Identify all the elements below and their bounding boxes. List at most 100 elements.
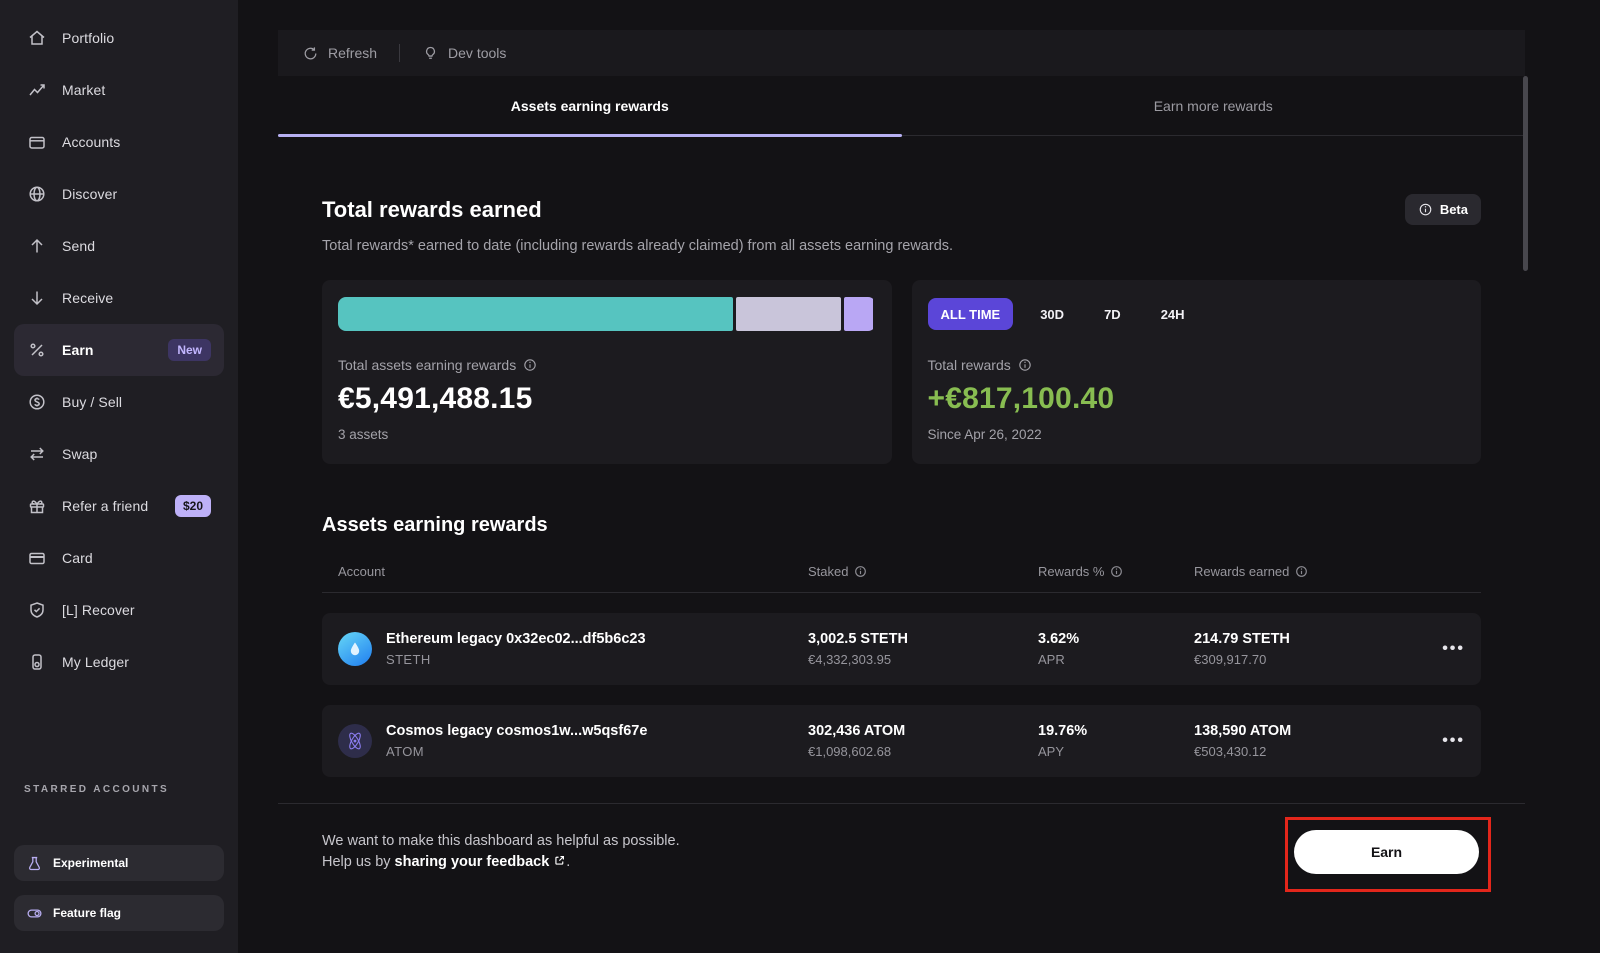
sidebar-item-market[interactable]: Market <box>14 64 224 116</box>
earned-amount: 214.79 STETH <box>1194 631 1409 647</box>
staked-fiat: €1,098,602.68 <box>808 744 1038 759</box>
reward-rate-type: APR <box>1038 652 1194 667</box>
external-link-icon <box>553 854 566 867</box>
sidebar-bottom: STARRED ACCOUNTS Experimental Feature fl… <box>14 784 224 931</box>
sidebar-item-label: My Ledger <box>62 654 129 670</box>
row-menu-button[interactable]: ••• <box>1409 732 1465 750</box>
account-name: Cosmos legacy cosmos1w...w5qsf67e <box>386 723 647 739</box>
topbar-divider <box>399 44 400 62</box>
col-staked: Staked <box>808 564 848 579</box>
sidebar-item-label: [L] Recover <box>62 602 135 618</box>
referral-amount-badge: $20 <box>175 495 211 517</box>
total-assets-value: €5,491,488.15 <box>338 382 876 416</box>
home-icon <box>27 28 47 48</box>
topbar: Refresh Dev tools <box>278 30 1525 76</box>
sidebar-item-discover[interactable]: Discover <box>14 168 224 220</box>
staked-fiat: €4,332,303.95 <box>808 652 1038 667</box>
sidebar-item-refer[interactable]: Refer a friend $20 <box>14 480 224 532</box>
sidebar-item-swap[interactable]: Swap <box>14 428 224 480</box>
bar-segment-teal <box>338 297 733 331</box>
bar-segment-purple <box>844 297 874 331</box>
shield-icon <box>27 600 47 620</box>
page-description: Total rewards* earned to date (including… <box>322 238 1481 254</box>
assets-table-title: Assets earning rewards <box>322 514 1481 537</box>
starred-accounts-header: STARRED ACCOUNTS <box>14 784 224 795</box>
total-rewards-card: ALL TIME 30D 7D 24H Total rewards +€817,… <box>912 280 1482 464</box>
chart-icon <box>27 80 47 100</box>
sidebar-item-earn[interactable]: Earn New <box>14 324 224 376</box>
sidebar-item-send[interactable]: Send <box>14 220 224 272</box>
earned-fiat: €503,430.12 <box>1194 744 1409 759</box>
arrow-down-icon <box>27 288 47 308</box>
info-icon[interactable] <box>523 358 537 372</box>
vertical-scrollbar[interactable] <box>1523 76 1528 271</box>
staked-amount: 302,436 ATOM <box>808 723 1038 739</box>
bar-segment-lavender <box>736 297 841 331</box>
dollar-icon <box>27 392 47 412</box>
arrow-up-icon <box>27 236 47 256</box>
tab-bar: Assets earning rewards Earn more rewards <box>278 76 1525 136</box>
table-header: Account Staked Rewards % Rewards earned <box>322 551 1481 593</box>
globe-icon <box>27 184 47 204</box>
refresh-label: Refresh <box>328 45 377 61</box>
info-icon[interactable] <box>854 565 867 578</box>
account-ticker: STETH <box>386 652 646 667</box>
experimental-label: Experimental <box>53 856 128 870</box>
reward-rate: 19.76% <box>1038 723 1194 739</box>
tab-earn-more-rewards[interactable]: Earn more rewards <box>902 76 1526 135</box>
reward-rate: 3.62% <box>1038 631 1194 647</box>
sidebar-item-buy-sell[interactable]: Buy / Sell <box>14 376 224 428</box>
main-area: Refresh Dev tools Assets earning rewards… <box>238 0 1600 953</box>
sidebar-item-receive[interactable]: Receive <box>14 272 224 324</box>
total-assets-label: Total assets earning rewards <box>338 357 516 373</box>
filter-all-time[interactable]: ALL TIME <box>928 298 1014 330</box>
filter-30d[interactable]: 30D <box>1027 298 1077 330</box>
sidebar-item-label: Refer a friend <box>62 498 148 514</box>
wallet-icon <box>27 132 47 152</box>
sidebar-item-label: Receive <box>62 290 113 306</box>
feedback-text: We want to make this dashboard as helpfu… <box>322 831 680 873</box>
feedback-link[interactable]: sharing your feedback <box>395 854 550 870</box>
sidebar-item-card[interactable]: Card <box>14 532 224 584</box>
info-icon[interactable] <box>1295 565 1308 578</box>
sidebar: Portfolio Market Accounts Discover Send … <box>0 0 238 953</box>
swap-icon <box>27 444 47 464</box>
info-icon[interactable] <box>1018 358 1032 372</box>
sidebar-item-accounts[interactable]: Accounts <box>14 116 224 168</box>
filter-24h[interactable]: 24H <box>1148 298 1198 330</box>
sidebar-item-my-ledger[interactable]: My Ledger <box>14 636 224 688</box>
sidebar-item-portfolio[interactable]: Portfolio <box>14 12 224 64</box>
info-icon[interactable] <box>1110 565 1123 578</box>
row-menu-button[interactable]: ••• <box>1409 640 1465 658</box>
experimental-button[interactable]: Experimental <box>14 845 224 881</box>
table-row[interactable]: Ethereum legacy 0x32ec02...df5b6c23 STET… <box>322 613 1481 685</box>
beta-label: Beta <box>1440 202 1468 217</box>
account-ticker: ATOM <box>386 744 647 759</box>
refresh-icon <box>302 45 319 62</box>
gift-icon <box>27 496 47 516</box>
total-rewards-since: Since Apr 26, 2022 <box>928 427 1466 442</box>
sidebar-item-label: Accounts <box>62 134 120 150</box>
feedback-line2: Help us by sharing your feedback. <box>322 852 680 873</box>
tab-assets-earning-rewards[interactable]: Assets earning rewards <box>278 76 902 135</box>
sidebar-item-label: Send <box>62 238 95 254</box>
dev-tools-button[interactable]: Dev tools <box>422 45 506 62</box>
col-rewards-earned: Rewards earned <box>1194 564 1289 579</box>
table-row[interactable]: Cosmos legacy cosmos1w...w5qsf67e ATOM 3… <box>322 705 1481 777</box>
total-assets-card: Total assets earning rewards €5,491,488.… <box>322 280 892 464</box>
sidebar-item-recover[interactable]: [L] Recover <box>14 584 224 636</box>
total-rewards-value: +€817,100.40 <box>928 382 1466 416</box>
percent-icon <box>27 340 47 360</box>
feature-flag-button[interactable]: Feature flag <box>14 895 224 931</box>
atom-coin-icon <box>338 724 372 758</box>
filter-7d[interactable]: 7D <box>1091 298 1134 330</box>
sidebar-item-label: Earn <box>62 342 94 358</box>
feedback-line1: We want to make this dashboard as helpfu… <box>322 831 680 852</box>
reward-rate-type: APY <box>1038 744 1194 759</box>
earn-button[interactable]: Earn <box>1294 830 1479 874</box>
beta-badge: Beta <box>1405 194 1481 225</box>
sidebar-item-label: Portfolio <box>62 30 114 46</box>
refresh-button[interactable]: Refresh <box>302 45 377 62</box>
dev-tools-label: Dev tools <box>448 45 506 61</box>
earned-amount: 138,590 ATOM <box>1194 723 1409 739</box>
